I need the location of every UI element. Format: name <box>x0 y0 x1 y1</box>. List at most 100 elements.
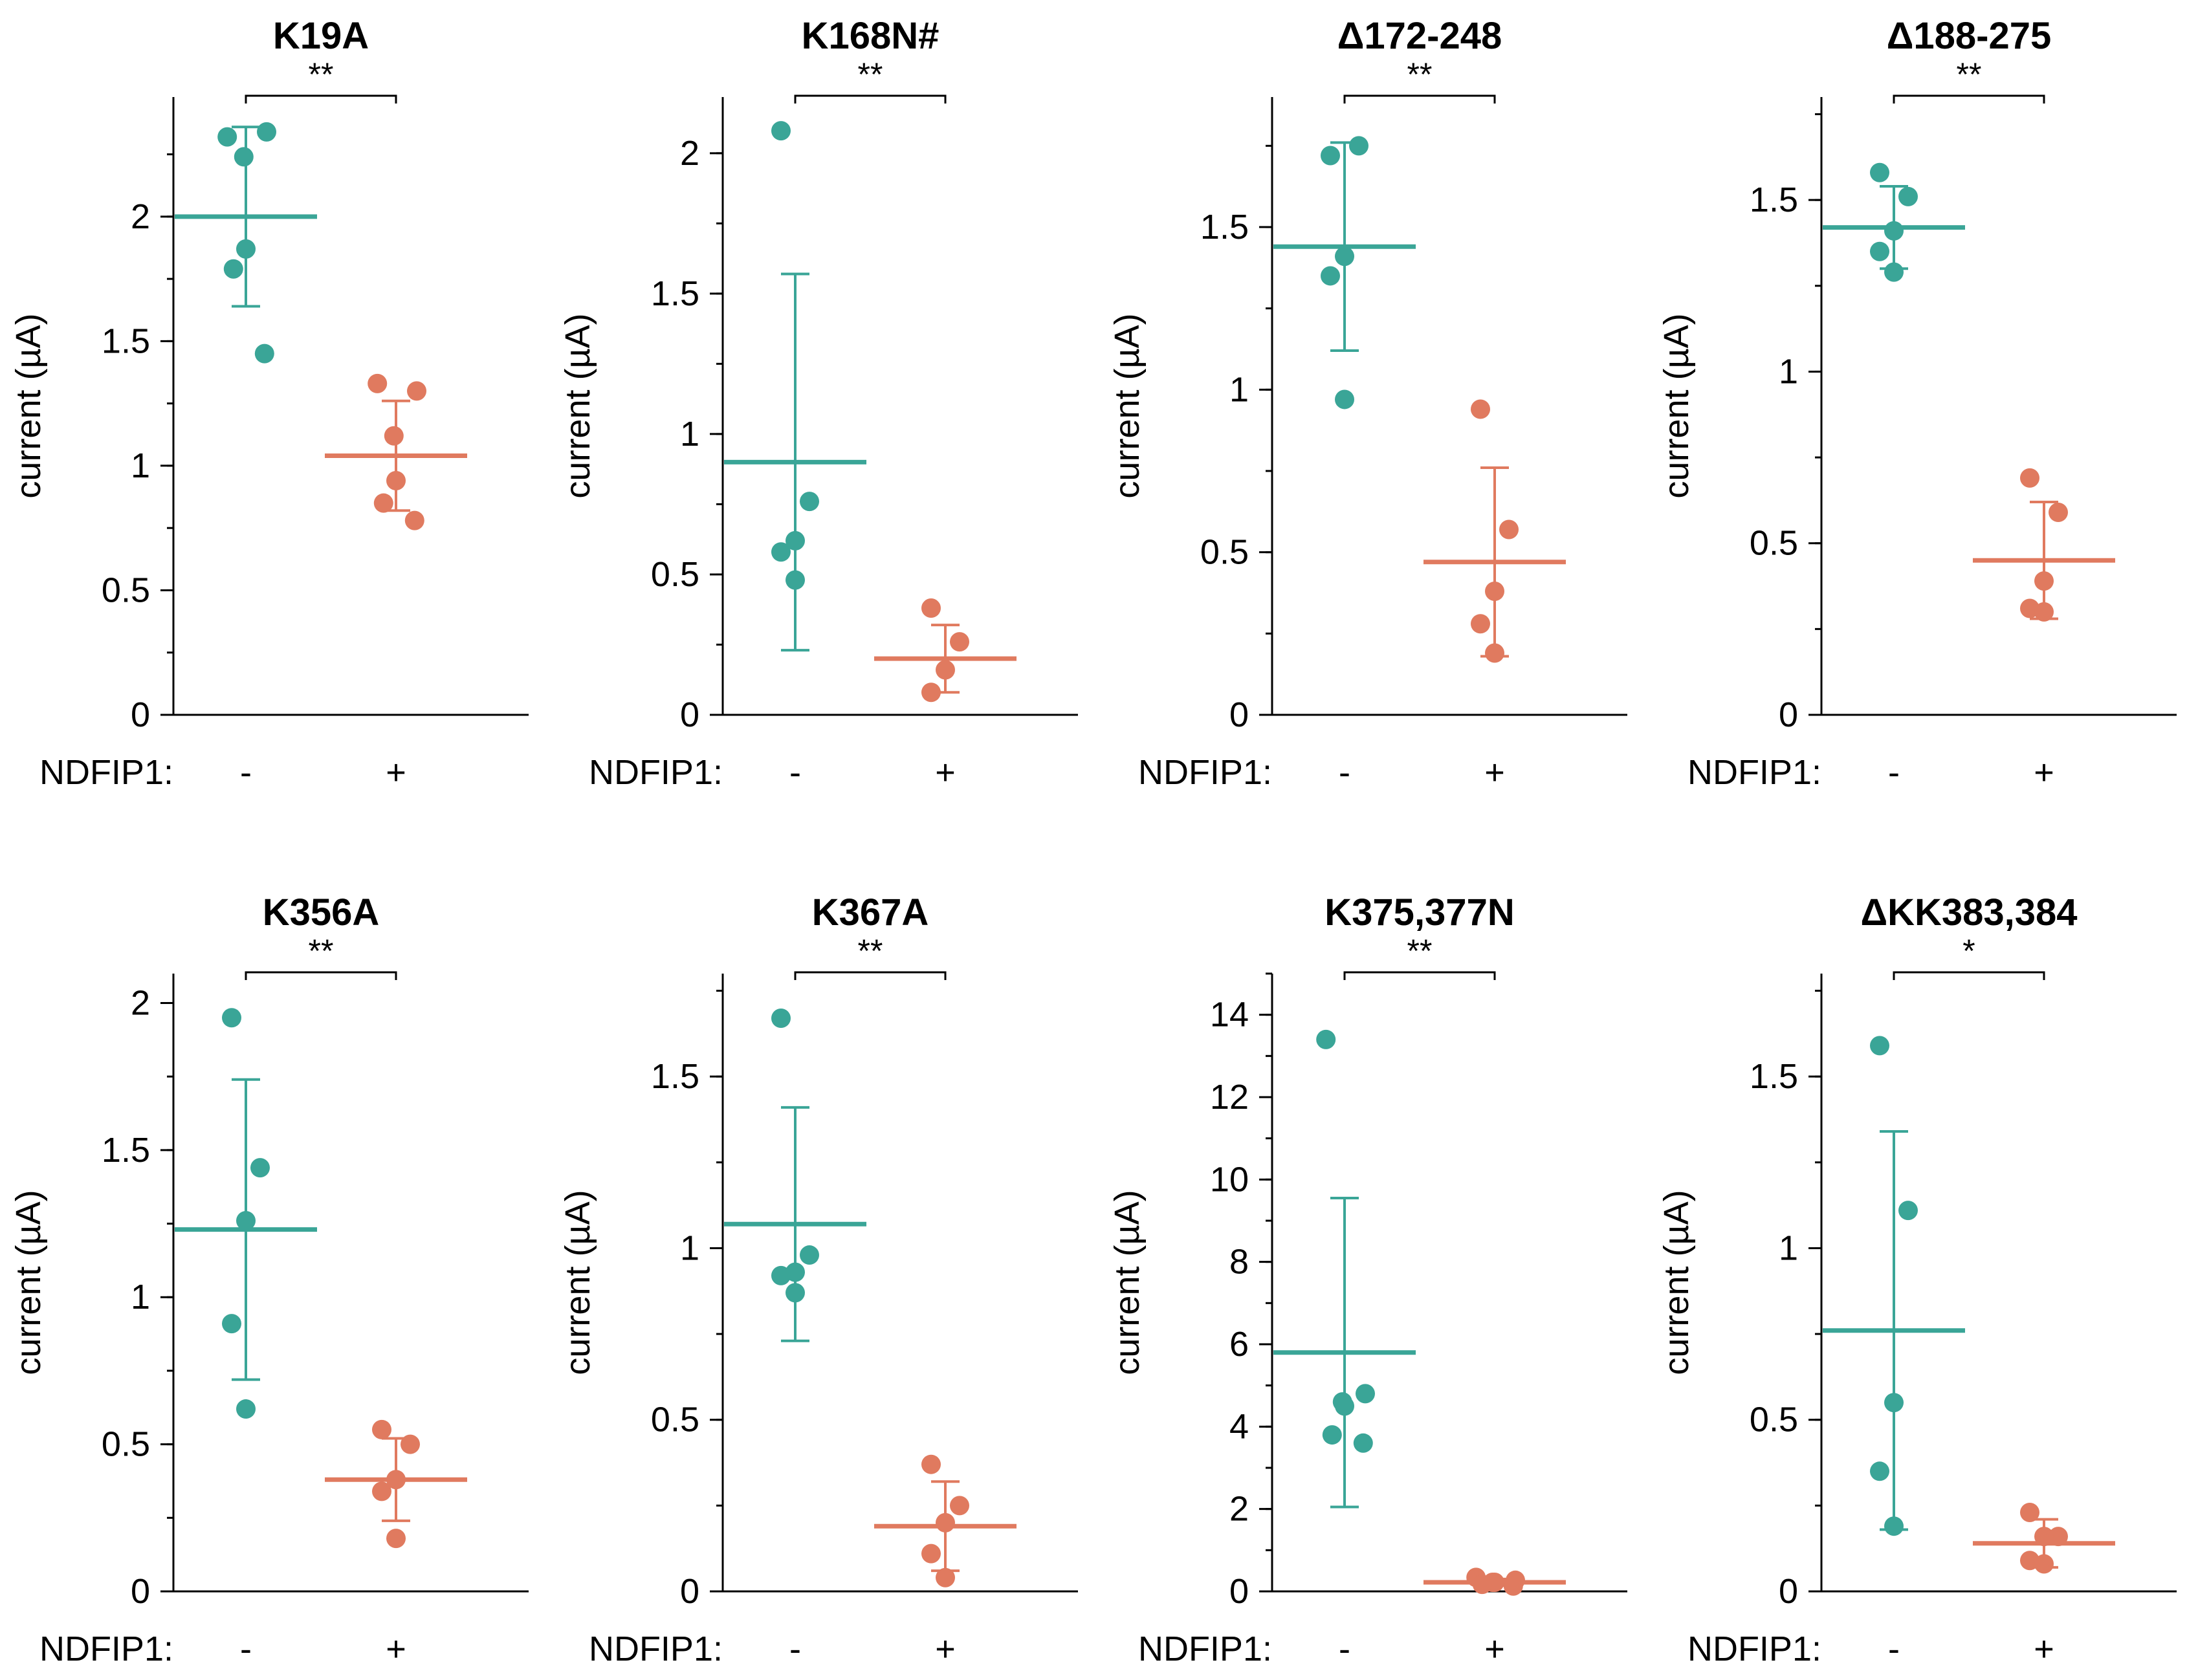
significance-label: ** <box>858 933 883 969</box>
condition-label: NDFIP1: <box>1138 1630 1272 1668</box>
data-point <box>921 682 941 703</box>
data-point <box>401 1434 420 1454</box>
condition-label: NDFIP1: <box>39 753 173 792</box>
group-label-minus: - <box>789 753 801 792</box>
significance-label: ** <box>1407 56 1433 93</box>
significance-label: ** <box>309 56 334 93</box>
series-ndfip1-plus <box>1423 1567 1566 1596</box>
y-tick-label: 0 <box>1779 1572 1798 1611</box>
y-tick-label: 0.5 <box>102 1425 150 1464</box>
chart-panel: Δ172-248** 0 0.5 1 1.5 current (µA) NDFIP1: - + <box>1108 15 1627 792</box>
series-ndfip1-plus <box>1973 1502 2115 1574</box>
y-tick-label: 12 <box>1210 1078 1249 1117</box>
data-point <box>800 1245 819 1265</box>
data-point <box>950 632 969 652</box>
series-ndfip1-minus <box>724 1008 866 1342</box>
data-point <box>368 373 388 393</box>
series-ndfip1-minus <box>1273 1029 1416 1509</box>
data-point <box>386 471 406 491</box>
y-tick-label: 1 <box>1779 1228 1798 1267</box>
y-tick-label: 4 <box>1229 1407 1249 1446</box>
y-tick-label: 0.5 <box>102 571 150 609</box>
data-point <box>771 1265 791 1285</box>
panel-title: K356A <box>263 891 380 933</box>
panel-title: K367A <box>812 891 929 933</box>
data-point <box>786 1283 805 1303</box>
series-ndfip1-plus <box>325 1419 467 1549</box>
data-point <box>2049 502 2068 522</box>
y-axis-label: current (µA) <box>1657 1190 1696 1375</box>
data-point <box>234 147 254 167</box>
y-tick-label: 1 <box>131 1278 150 1316</box>
series-ndfip1-minus <box>1823 162 1965 282</box>
y-tick-label: 0 <box>1229 1572 1249 1611</box>
data-point <box>386 1529 406 1549</box>
group-label-plus: + <box>935 753 956 792</box>
y-axis <box>160 97 529 716</box>
data-point <box>1471 399 1490 419</box>
y-tick-label: 0.5 <box>1750 524 1798 563</box>
data-point <box>2034 571 2054 591</box>
data-point <box>1503 1576 1523 1596</box>
data-point <box>2049 1527 2068 1547</box>
chart-panel: K168N#** 0 0.5 1 1.5 2 current (µA) NDFIP1: - + <box>558 15 1078 792</box>
series-ndfip1-minus <box>1273 136 1416 409</box>
series-ndfip1-minus <box>175 1008 317 1419</box>
y-tick-label: 14 <box>1210 996 1249 1034</box>
data-point <box>771 542 791 562</box>
data-point <box>223 259 243 279</box>
y-tick-label: 1.5 <box>651 1057 699 1096</box>
data-point <box>1884 1516 1904 1536</box>
y-axis <box>1259 97 1627 716</box>
y-tick-label: 1 <box>680 415 699 453</box>
series-ndfip1-plus <box>1973 468 2115 622</box>
data-point <box>2020 1502 2039 1522</box>
data-point <box>1349 136 1368 156</box>
data-point <box>771 1008 791 1028</box>
chart-panel: ΔKK383,384* 0 0.5 1 1.5 current (µA) NDFIP1: - + <box>1657 891 2177 1668</box>
data-point <box>786 570 805 590</box>
y-tick-label: 0 <box>131 1572 150 1611</box>
y-axis-label: current (µA) <box>558 1190 597 1375</box>
group-label-plus: + <box>2034 753 2054 792</box>
data-point <box>257 122 276 142</box>
data-point <box>384 426 404 446</box>
y-axis-label: current (µA) <box>558 313 597 498</box>
group-label-plus: + <box>386 1630 406 1668</box>
significance-bracket <box>1893 971 2045 980</box>
data-point <box>404 510 424 530</box>
data-point <box>407 381 426 401</box>
y-tick-label: 1.5 <box>1200 208 1249 246</box>
data-point <box>1884 1393 1904 1413</box>
y-tick-label: 0 <box>1779 695 1798 734</box>
data-point <box>936 660 955 680</box>
data-point <box>217 127 237 147</box>
data-point <box>1499 519 1519 540</box>
y-axis-label: current (µA) <box>1657 313 1696 498</box>
y-axis-label: current (µA) <box>9 313 48 498</box>
group-label-minus: - <box>1339 753 1350 792</box>
panel-title: K375,377N <box>1324 891 1514 933</box>
data-point <box>2034 1554 2054 1574</box>
data-point <box>236 239 256 259</box>
y-tick-label: 1.5 <box>1750 180 1798 219</box>
panel-title: ΔKK383,384 <box>1860 891 2077 933</box>
condition-label: NDFIP1: <box>1138 753 1272 792</box>
y-axis <box>1808 97 2177 716</box>
y-axis <box>710 974 1078 1593</box>
y-axis <box>710 97 1078 716</box>
group-label-plus: + <box>2034 1630 2054 1668</box>
series-ndfip1-plus <box>874 1454 1017 1587</box>
data-point <box>1485 643 1504 663</box>
significance-label: ** <box>1957 56 1982 93</box>
data-point <box>373 493 393 513</box>
data-point <box>1316 1029 1336 1049</box>
data-point <box>1898 186 1918 206</box>
significance-bracket <box>794 94 947 104</box>
y-tick-label: 0.5 <box>651 555 699 594</box>
panel-title: K19A <box>273 15 369 57</box>
group-label-minus: - <box>1888 1630 1900 1668</box>
group-label-minus: - <box>1339 1630 1350 1668</box>
data-point <box>2020 468 2039 488</box>
